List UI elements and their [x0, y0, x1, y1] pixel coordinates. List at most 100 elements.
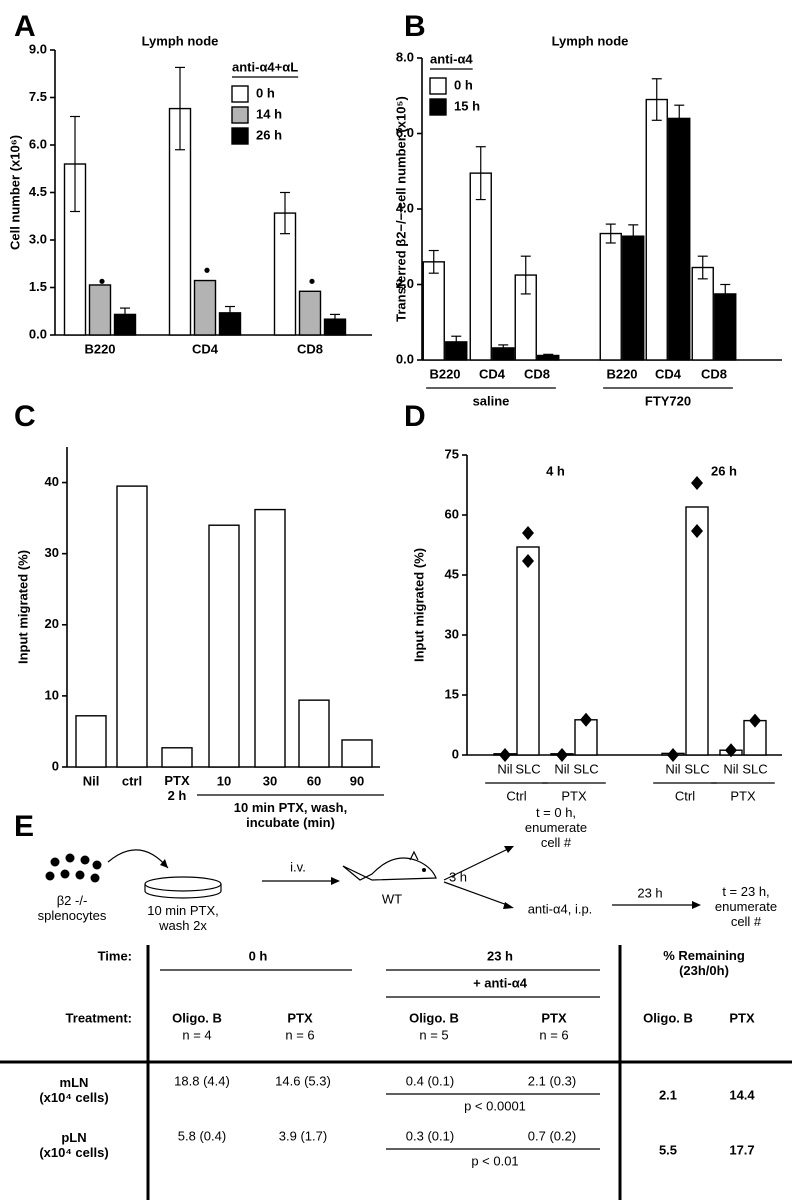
bar	[691, 266, 714, 361]
data-point	[499, 748, 511, 762]
bar	[645, 98, 668, 361]
column-name: PTX	[729, 1010, 755, 1025]
cell: 0.3 (0.1)	[406, 1128, 454, 1143]
column-name: Oligo. B	[172, 1010, 222, 1025]
x-tick-label: Nil	[83, 773, 100, 788]
mouse-label: WT	[382, 891, 402, 906]
panel-letter: C	[14, 400, 36, 433]
data-point	[522, 526, 534, 540]
column-n: n = 6	[539, 1027, 568, 1042]
y-tick-label: 3.0	[29, 231, 47, 246]
bar	[193, 279, 217, 336]
group-label: saline	[473, 393, 510, 408]
bar	[685, 506, 709, 756]
error-bar	[475, 146, 486, 201]
y-tick-label: 6.0	[29, 136, 47, 151]
x-tick-label: Nil	[665, 761, 680, 776]
data-point	[749, 713, 761, 728]
bar	[469, 172, 492, 361]
column-name: PTX	[287, 1010, 313, 1025]
column-n: n = 4	[182, 1027, 211, 1042]
bar	[161, 747, 193, 768]
y-tick-label: 1.5	[29, 279, 47, 294]
error-bar	[330, 313, 340, 325]
arrow	[107, 849, 169, 869]
mouse	[342, 857, 437, 881]
y-tick-label: 8.0	[396, 49, 414, 64]
data-dot	[309, 278, 315, 284]
legend-label: 26 h	[256, 127, 282, 142]
column-n: n = 5	[419, 1027, 448, 1042]
treat-label: anti-α4, i.p.	[528, 901, 593, 916]
data-dot	[99, 278, 105, 284]
x-tick-label: PTX 2 h	[164, 773, 190, 803]
x-tick-label: B220	[606, 366, 637, 381]
route-label: i.v.	[290, 859, 306, 874]
cell: 18.8 (4.4)	[174, 1073, 230, 1088]
panel-e-diagram: E β2 -/-splenocytes 10 min PTX, wash 2x i…	[14, 805, 777, 933]
data-point	[725, 743, 737, 758]
remaining-cell: 5.5	[659, 1142, 677, 1157]
y-tick-label: 60	[445, 506, 459, 521]
early-label: t = 0 h, enumerate cell #	[525, 805, 587, 850]
x-tick-label: B220	[84, 341, 115, 356]
data-point	[691, 524, 703, 538]
panel-b: B Lymph node Transferred β2−/− cell number…	[393, 10, 782, 408]
legend-swatch	[429, 98, 447, 116]
error-bar	[280, 191, 290, 235]
chart-title: Lymph node	[552, 33, 629, 48]
remaining-cell: 14.4	[729, 1087, 755, 1102]
wait2-label: 23 h	[637, 885, 662, 900]
data-dot	[204, 267, 210, 273]
error-bar	[225, 305, 235, 320]
panel-letter: D	[404, 400, 426, 433]
y-tick-label: 0	[452, 746, 459, 761]
data-point	[522, 554, 534, 568]
y-axis-label: Cell number (x10⁶)	[7, 135, 22, 250]
panel-letter: B	[404, 10, 426, 43]
time-label: 26 h	[711, 463, 737, 478]
error-bar	[674, 104, 685, 133]
y-tick-label: 7.5	[29, 89, 47, 104]
arrow-head	[331, 877, 340, 885]
error-bar	[720, 283, 731, 304]
x-tick-label: 30	[263, 773, 277, 788]
chart-title: Lymph node	[142, 33, 219, 48]
y-tick-label: 0	[52, 758, 59, 773]
row-label: mLN (x10⁴ cells)	[39, 1075, 108, 1105]
arrow	[443, 847, 511, 881]
y-tick-label: 45	[445, 566, 459, 581]
y-tick-label: 75	[445, 446, 459, 461]
legend-label: 0 h	[454, 77, 473, 92]
error-bar	[697, 255, 708, 280]
panel-letter: A	[14, 10, 36, 43]
cell: 5.8 (0.4)	[178, 1128, 226, 1143]
y-tick-label: 4.5	[29, 184, 47, 199]
legend-label: 0 h	[256, 85, 275, 100]
x-tick-label: ctrl	[122, 773, 142, 788]
table-rows: mLN (x10⁴ cells) 18.8 (4.4) 14.6 (5.3) 0.4 (…	[39, 1073, 755, 1168]
group-label: PTX	[561, 788, 587, 803]
time-0: 0 h	[249, 948, 268, 963]
p-value: p < 0.01	[471, 1153, 518, 1168]
error-bar	[605, 223, 616, 244]
bar	[75, 715, 107, 768]
x-tick-label: SLC	[573, 761, 598, 776]
y-tick-label: 20	[45, 616, 59, 631]
cell: 14.6 (5.3)	[275, 1073, 331, 1088]
x-tick-label: CD8	[701, 366, 727, 381]
bar	[116, 485, 148, 768]
data-point	[691, 476, 703, 490]
group-label: Ctrl	[675, 788, 695, 803]
column-n: n = 6	[285, 1027, 314, 1042]
x-tick-label: CD4	[655, 366, 682, 381]
y-tick-label: 4.0	[396, 200, 414, 215]
data-point	[667, 748, 679, 762]
bar	[208, 524, 240, 768]
y-tick-label: 9.0	[29, 41, 47, 56]
x-tick-label: CD4	[192, 341, 219, 356]
cells-label: β2 -/-splenocytes	[38, 893, 107, 923]
x-tick-label: 10	[217, 773, 231, 788]
legend-swatch	[231, 106, 249, 124]
